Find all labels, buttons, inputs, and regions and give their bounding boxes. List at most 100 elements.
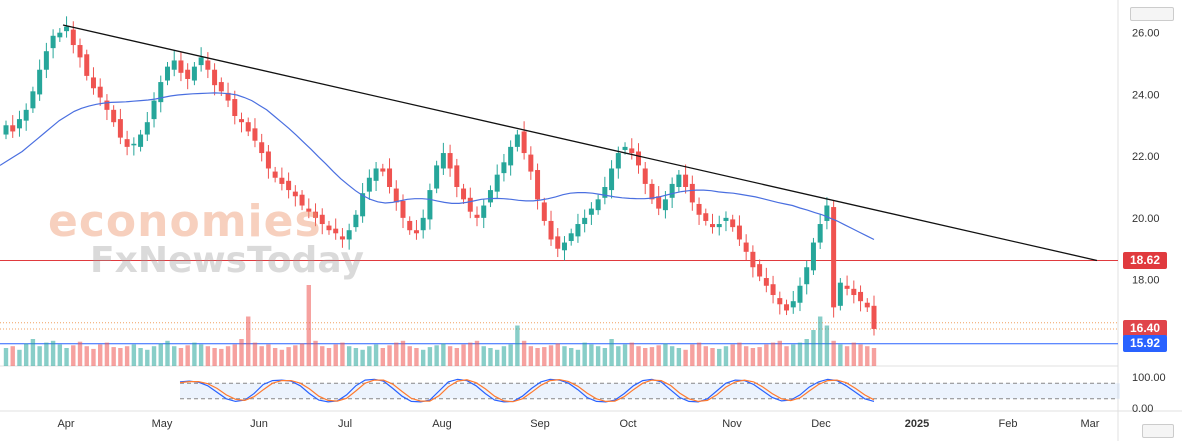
volume-bar bbox=[865, 346, 870, 366]
candle-body bbox=[528, 154, 534, 172]
volume-bar bbox=[124, 346, 130, 366]
volume-bar bbox=[373, 344, 379, 366]
candle-body bbox=[144, 122, 150, 135]
candle-body bbox=[434, 165, 440, 189]
chart-settings-icon[interactable] bbox=[1130, 7, 1174, 21]
volume-bar bbox=[676, 348, 682, 366]
volume-bar bbox=[447, 346, 453, 366]
candle-body bbox=[198, 57, 204, 66]
candle-body bbox=[171, 60, 177, 70]
candle-body bbox=[710, 224, 716, 228]
volume-bar bbox=[508, 344, 513, 366]
volume-bar bbox=[178, 348, 184, 366]
candle-body bbox=[97, 86, 103, 98]
volume-bar bbox=[293, 345, 298, 366]
candle-body bbox=[642, 168, 648, 184]
candle-body bbox=[393, 188, 399, 203]
volume-bar bbox=[811, 330, 816, 366]
volume-bar bbox=[737, 342, 742, 366]
candle-body bbox=[30, 91, 36, 109]
candle-body bbox=[151, 100, 157, 120]
candle-body bbox=[178, 60, 184, 73]
volume-bar bbox=[346, 346, 352, 366]
volume-bar bbox=[690, 344, 695, 366]
candle-body bbox=[723, 217, 729, 221]
candle-body bbox=[676, 174, 682, 187]
candle-body bbox=[575, 224, 581, 237]
volume-bar bbox=[37, 346, 42, 366]
volume-bar bbox=[77, 341, 83, 366]
volume-bar bbox=[851, 342, 857, 366]
volume-bar bbox=[710, 348, 715, 366]
oscillator-k-line bbox=[179, 378, 875, 403]
candle-body bbox=[447, 153, 453, 169]
volume-bar bbox=[784, 346, 789, 366]
candle-body bbox=[292, 191, 298, 197]
candle-body bbox=[286, 180, 292, 191]
volume-bar bbox=[151, 346, 157, 366]
volume-bar bbox=[50, 340, 56, 366]
candle-body bbox=[306, 208, 312, 212]
volume-bar bbox=[239, 339, 244, 366]
time-tick-label: Apr bbox=[57, 418, 74, 430]
candle-body bbox=[333, 228, 339, 234]
candle-body bbox=[635, 151, 641, 166]
volume-bar bbox=[400, 340, 406, 366]
candle-body bbox=[461, 188, 467, 200]
candle-body bbox=[797, 285, 803, 303]
volume-bar bbox=[198, 344, 204, 366]
time-tick-label: Jun bbox=[250, 418, 268, 430]
candle-body bbox=[205, 60, 211, 70]
volume-bar bbox=[582, 342, 587, 366]
volume-bar bbox=[111, 347, 116, 366]
volume-bar bbox=[488, 348, 493, 366]
price-tick-label: 20.00 bbox=[1132, 213, 1160, 225]
volume-bar bbox=[407, 346, 412, 366]
candle-body bbox=[730, 219, 736, 228]
candle-body bbox=[366, 177, 372, 192]
volume-bar bbox=[10, 346, 15, 366]
candle-body bbox=[259, 142, 265, 154]
candle-body bbox=[407, 220, 413, 231]
volume-bar bbox=[723, 346, 729, 366]
candle-body bbox=[535, 170, 541, 200]
volume-bar bbox=[380, 348, 386, 366]
candle-body bbox=[609, 168, 615, 191]
volume-bar bbox=[3, 348, 9, 366]
candle-body bbox=[339, 236, 345, 240]
volume-bar bbox=[717, 348, 722, 366]
volume-bar bbox=[804, 339, 809, 366]
volume-bar bbox=[548, 345, 554, 366]
volume-bar bbox=[266, 344, 271, 366]
volume-bar bbox=[299, 343, 305, 366]
volume-bar bbox=[30, 339, 36, 366]
candle-body bbox=[212, 69, 218, 86]
price-label: 15.92 bbox=[1123, 335, 1167, 353]
candle-body bbox=[683, 174, 689, 187]
candle-body bbox=[474, 214, 480, 218]
volume-bar bbox=[730, 344, 735, 366]
volume-bar bbox=[131, 344, 137, 366]
candle-body bbox=[582, 217, 588, 225]
candle-body bbox=[299, 194, 305, 206]
candle-body bbox=[602, 187, 608, 198]
candle-body bbox=[380, 168, 386, 172]
volume-bar bbox=[84, 346, 89, 366]
volume-bar bbox=[858, 344, 863, 366]
volume-bar bbox=[656, 345, 661, 366]
volume-bar bbox=[817, 316, 823, 366]
volume-bar bbox=[454, 348, 460, 366]
volume-bar bbox=[764, 344, 769, 366]
axis-settings-icon[interactable] bbox=[1142, 424, 1174, 438]
volume-bar bbox=[138, 348, 143, 366]
candle-body bbox=[804, 267, 810, 285]
volume-bar bbox=[575, 349, 581, 366]
candle-body bbox=[837, 282, 843, 306]
candle-body bbox=[649, 183, 655, 200]
candle-body bbox=[252, 128, 258, 141]
candle-body bbox=[84, 54, 90, 76]
candle-body bbox=[77, 45, 83, 58]
candle-body bbox=[117, 119, 123, 138]
candle-body bbox=[736, 225, 742, 240]
